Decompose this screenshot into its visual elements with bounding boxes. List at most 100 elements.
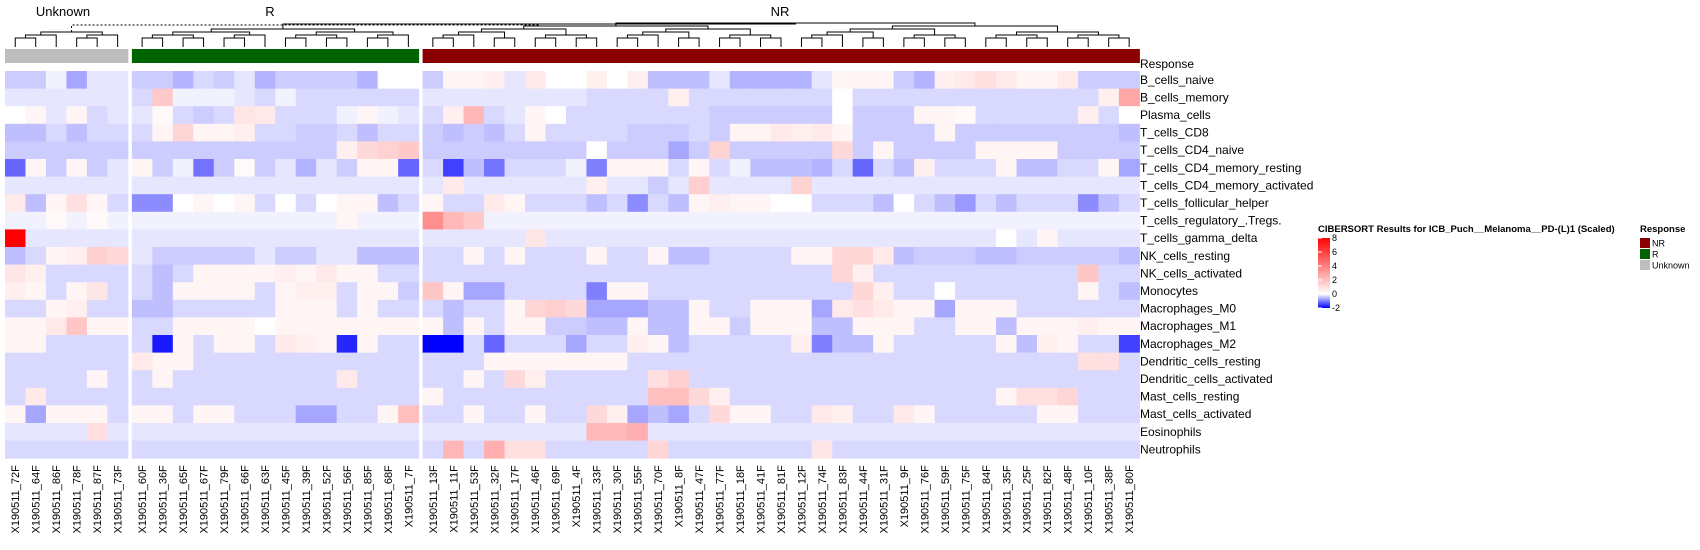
heatmap-cell [234,387,256,406]
heatmap-cell [1118,423,1140,442]
heatmap-cell [1057,352,1079,371]
heatmap-cell [504,282,526,301]
heatmap-cell [750,211,772,230]
heatmap-cell [668,370,690,389]
heatmap-cell [545,423,567,442]
heatmap-cell [586,71,608,90]
heatmap-cell [832,405,854,424]
heatmap-cell [606,317,628,336]
heatmap-cell [193,352,215,371]
heatmap-cell [463,88,485,107]
heatmap-cell [1057,370,1079,389]
heatmap-cell [213,141,235,160]
heatmap-cell [398,194,420,213]
heatmap-cell [86,282,108,301]
heatmap-cell [606,335,628,354]
heatmap-cell [422,211,444,230]
heatmap-cell [975,194,997,213]
heatmap-cell [1098,405,1120,424]
heatmap-cell [5,247,26,266]
heatmap-cell [5,194,26,213]
heatmap-cell [1098,335,1120,354]
heatmap-cell [586,387,608,406]
heatmap-cell [463,71,485,90]
column-label: X190511_38F [1104,465,1116,534]
heatmap-cell [832,247,854,266]
heatmap-cell [729,88,751,107]
heatmap-cell [545,247,567,266]
heatmap-cell [357,88,379,107]
heatmap-cell [668,106,690,125]
heatmap-cell [254,264,276,283]
heatmap-cell [525,352,546,371]
heatmap-cell [25,141,47,160]
annotation-cell [172,49,194,63]
annotation-name: Response [1140,57,1194,71]
heatmap-cell [463,423,485,442]
heatmap-cell [336,229,358,248]
heatmap-cell [1016,299,1038,318]
heatmap-cell [852,88,874,107]
heatmap-cell [357,211,379,230]
heatmap-cell [893,211,915,230]
heatmap-cell [627,123,649,142]
heatmap-cell [5,211,26,230]
heatmap-cell [606,299,628,318]
heatmap-cell [893,317,915,336]
dendrogram-branch [1067,37,1089,47]
row-label: Neutrophils [1140,442,1201,456]
heatmap-cell [729,71,751,90]
heatmap-cell [914,159,936,178]
heatmap-cell [66,159,88,178]
heatmap-cell [852,423,874,442]
heatmap-cell [688,317,710,336]
heatmap-cell [627,282,649,301]
heatmap-cell [955,405,977,424]
heatmap-cell [295,159,317,178]
heatmap-cell [545,159,567,178]
heatmap-cell [213,387,235,406]
heatmap-cell [1057,229,1079,248]
heatmap-cell [832,423,854,442]
heatmap-cell [422,71,444,90]
heatmap-cell [254,229,276,248]
heatmap-cell [295,88,317,107]
heatmap-cell [1098,88,1120,107]
heatmap-cell [25,264,47,283]
heatmap-cell [545,370,567,389]
heatmap-cell [791,299,813,318]
heatmap-cell [996,88,1018,107]
heatmap-cell [668,282,690,301]
heatmap-cell [234,317,256,336]
heatmap-cell [422,159,444,178]
heatmap-cell [131,317,153,336]
heatmap-cell [25,387,47,406]
heatmap-cell [86,264,108,283]
heatmap-cell [504,264,526,283]
heatmap-cell [193,229,215,248]
heatmap-cell [934,194,956,213]
heatmap-cell [25,176,47,195]
heatmap-cell [484,317,506,336]
heatmap-cell [729,211,751,230]
heatmap-cell [606,352,628,371]
heatmap-cell [893,194,915,213]
heatmap-cell [811,370,833,389]
heatmap-cell [275,176,297,195]
heatmap-cell [996,159,1018,178]
heatmap-cell [606,247,628,266]
heatmap-cell [975,141,997,160]
heatmap-cell [893,229,915,248]
heatmap-cell [606,176,628,195]
heatmap-cell [443,176,465,195]
heatmap-cell [545,229,567,248]
heatmap-cell [45,211,67,230]
heatmap-cell [934,159,956,178]
dendrogram-branch [223,37,246,47]
column-label: X190511_65F [178,465,190,534]
heatmap-cell [1016,317,1038,336]
heatmap-cell [565,106,587,125]
heatmap-cell [463,387,485,406]
heatmap-cell [1057,282,1079,301]
column-label: X190511_84F [981,465,993,534]
